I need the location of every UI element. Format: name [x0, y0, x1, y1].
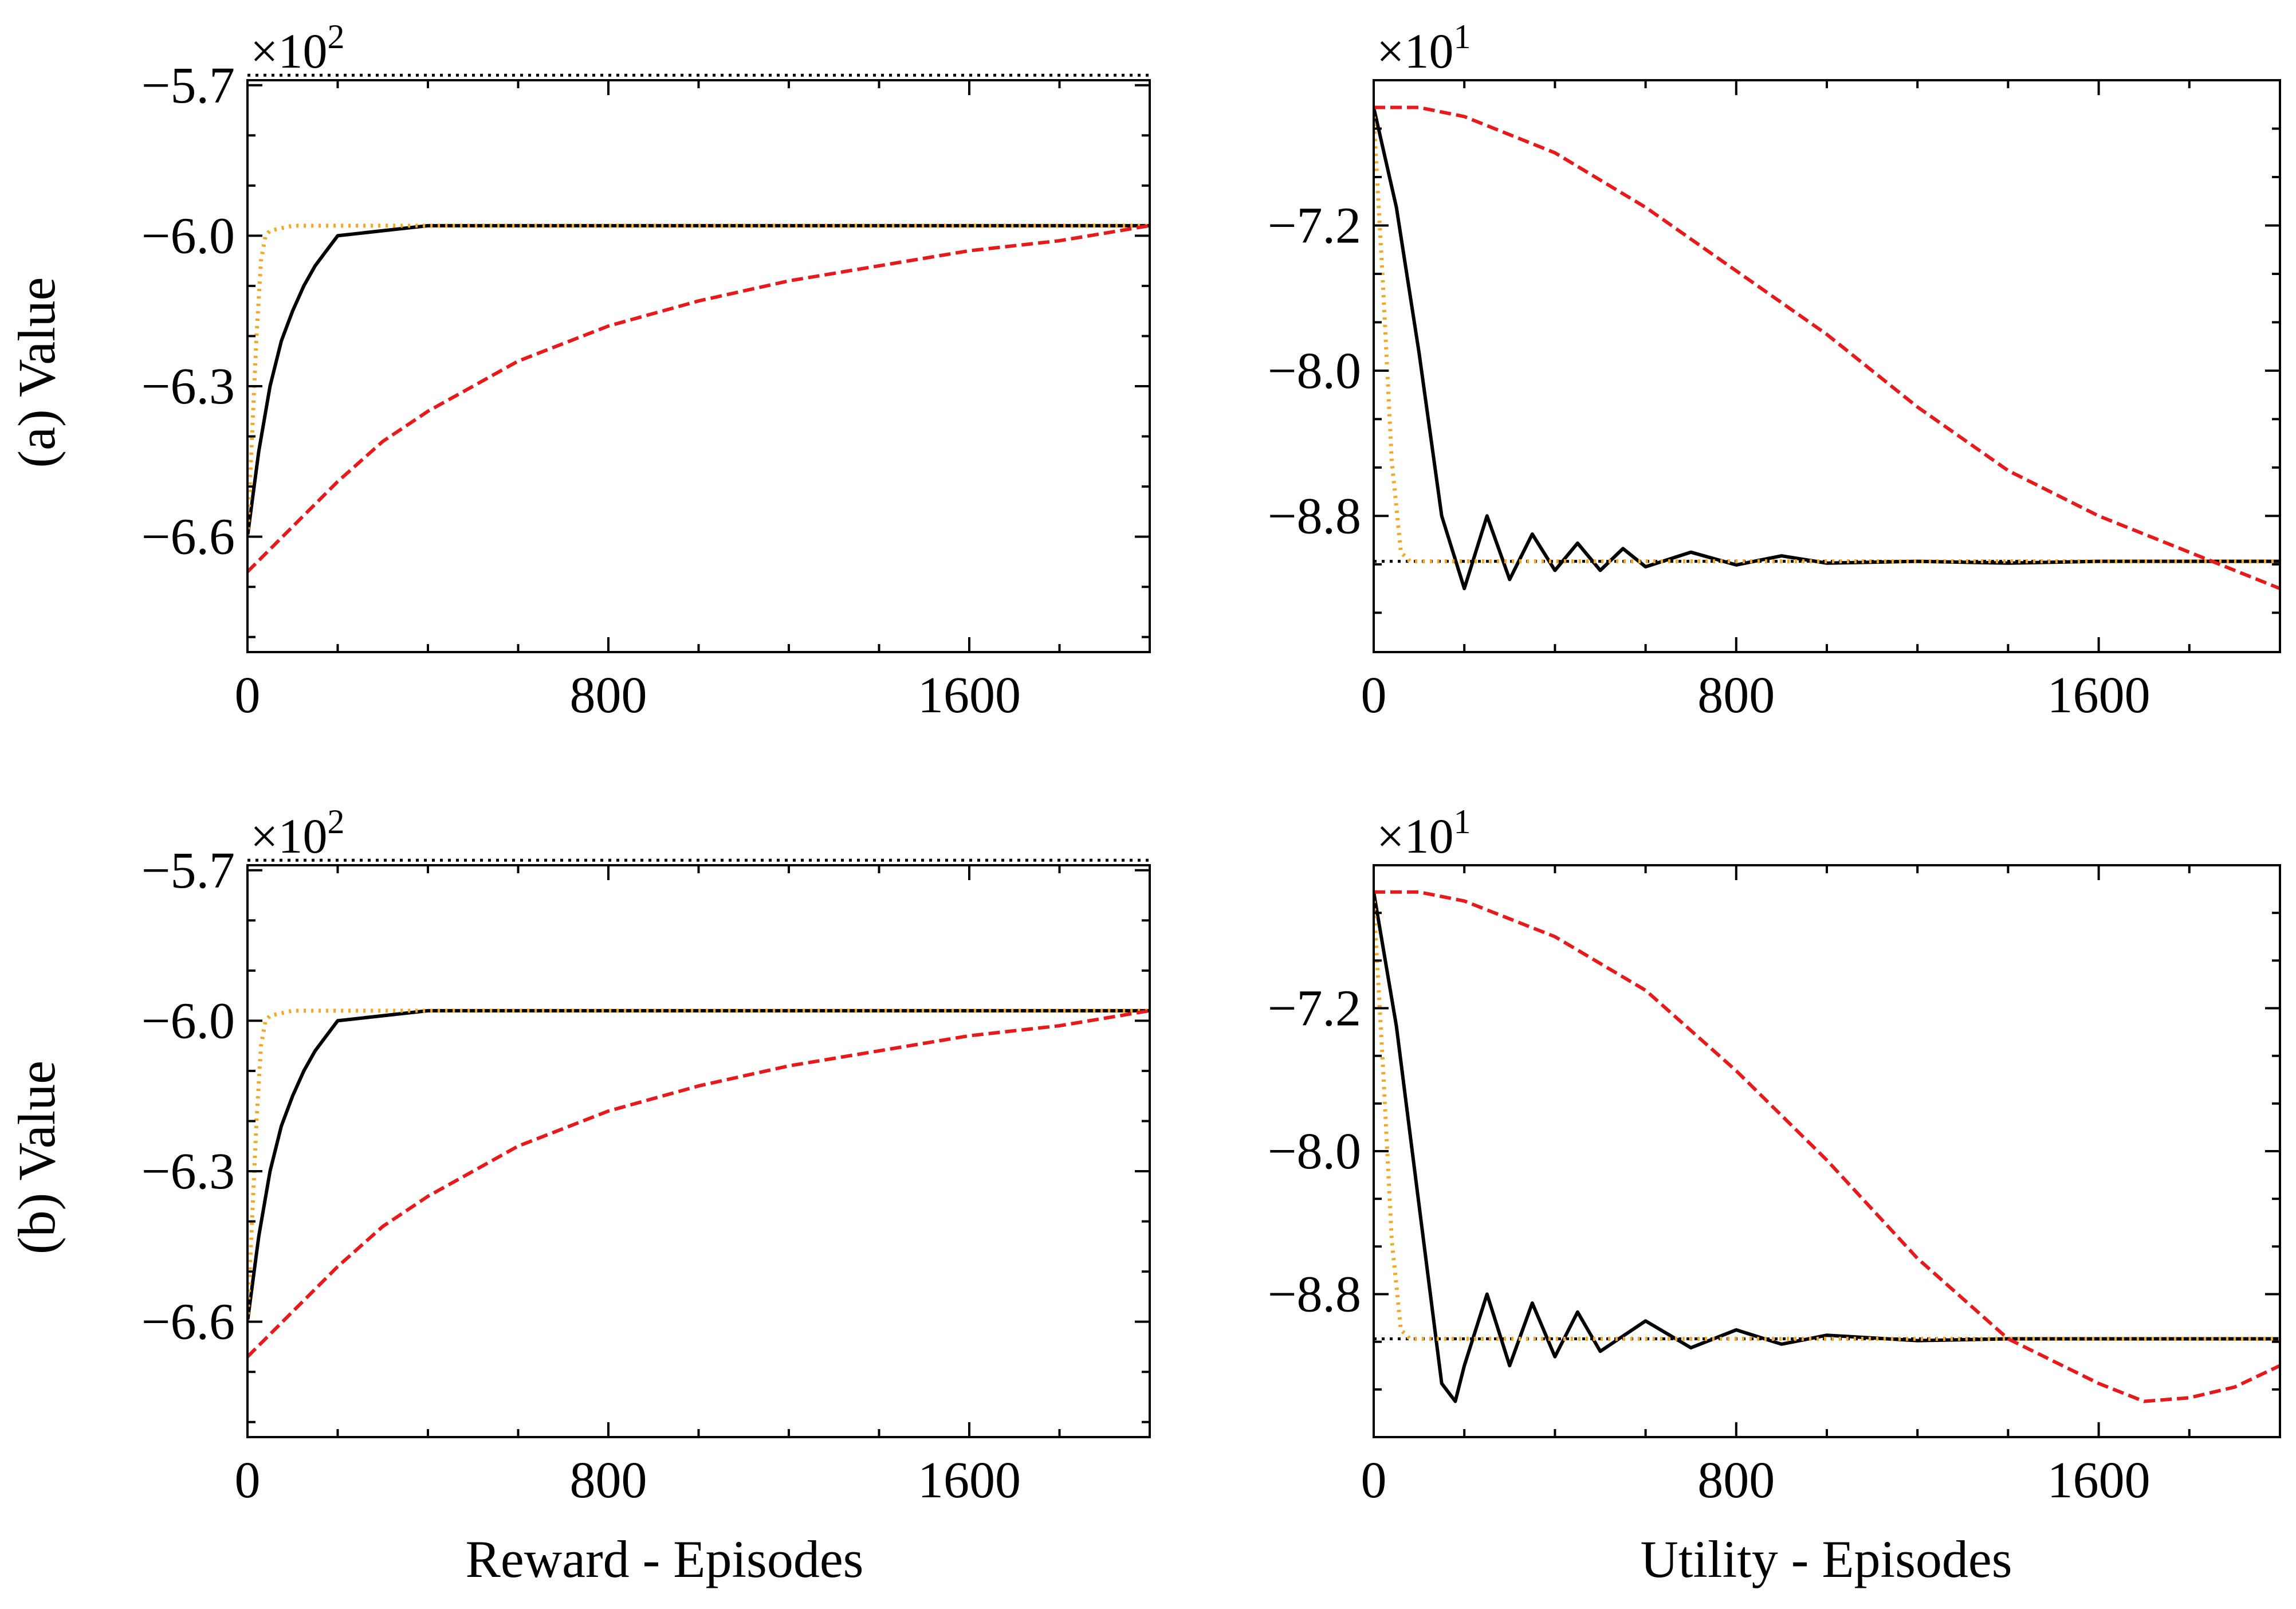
- y-tick-label: −7.2: [1268, 197, 1361, 254]
- y-tick-label: −8.0: [1268, 1123, 1361, 1180]
- panel-b-utility: 0 800 1600 −8.8 −8.0 −7.2 ×101: [1268, 803, 2281, 1509]
- series-line-dotted: [247, 1008, 1150, 1322]
- y-tick-label: −7.2: [1268, 980, 1361, 1037]
- y-tick-label: −8.8: [1268, 488, 1361, 544]
- y-tick-label: −6.0: [141, 992, 235, 1049]
- x-axis-title-utility: Utility - Episodes: [1640, 1530, 2012, 1588]
- x-tick-label: 1600: [2047, 667, 2150, 724]
- series-line-dashed: [247, 1008, 1150, 1359]
- y-tick-label: −6.6: [141, 509, 235, 566]
- panel-a-reward: 0 800 1600 −6.6 −6.3 −6.0 −5.7 ×102: [141, 18, 1151, 724]
- x-tick-label: 800: [1697, 1452, 1775, 1509]
- y-tick-label: −6.3: [141, 1143, 235, 1200]
- row-title-a: (a) Value: [7, 277, 66, 468]
- axis-multiplier: ×101: [1377, 18, 1471, 79]
- panel-a-utility: 0 800 1600 −8.8 −8.0 −7.2 ×101: [1268, 18, 2281, 724]
- panels: 0 800 1600 −6.6 −6.3 −6.0 −5.7 ×102 0 800 1600 −8.8…: [141, 18, 2281, 1509]
- x-tick-label: 800: [1697, 667, 1775, 724]
- y-tick-label: −5.7: [141, 842, 235, 899]
- panel-b-reward: 0 800 1600 −6.6 −6.3 −6.0 −5.7 ×102: [141, 803, 1151, 1509]
- y-tick-label: −6.6: [141, 1294, 235, 1351]
- x-tick-label: 0: [1361, 1452, 1387, 1509]
- series-line-dashed: [1374, 105, 2280, 590]
- series-line-dashed: [247, 223, 1150, 574]
- y-tick-label: −5.7: [141, 57, 235, 114]
- axis-multiplier: ×101: [1377, 803, 1471, 864]
- axis-multiplier: ×102: [250, 803, 345, 864]
- x-tick-label: 800: [570, 1452, 647, 1509]
- x-tick-label: 1600: [918, 1452, 1021, 1509]
- y-tick-label: −8.0: [1268, 343, 1361, 399]
- y-tick-label: −6.0: [141, 207, 235, 264]
- series-line-solid: [1374, 107, 2280, 591]
- row-title-b: (b) Value: [7, 1061, 66, 1254]
- y-tick-label: −6.3: [141, 358, 235, 415]
- series-line-dashed: [1374, 890, 2280, 1403]
- x-tick-label: 0: [1361, 667, 1387, 724]
- x-tick-label: 800: [570, 667, 647, 724]
- x-axis-title-reward: Reward - Episodes: [466, 1530, 864, 1588]
- axis-multiplier: ×102: [250, 18, 345, 79]
- series-line-dotted: [1374, 116, 2280, 564]
- x-tick-label: 0: [235, 1452, 261, 1509]
- x-tick-label: 1600: [2047, 1452, 2150, 1509]
- x-tick-label: 0: [235, 667, 261, 724]
- x-tick-label: 1600: [918, 667, 1021, 724]
- series-line-dotted: [247, 223, 1150, 537]
- series-line-solid: [1374, 892, 2280, 1403]
- y-tick-label: −8.8: [1268, 1266, 1361, 1323]
